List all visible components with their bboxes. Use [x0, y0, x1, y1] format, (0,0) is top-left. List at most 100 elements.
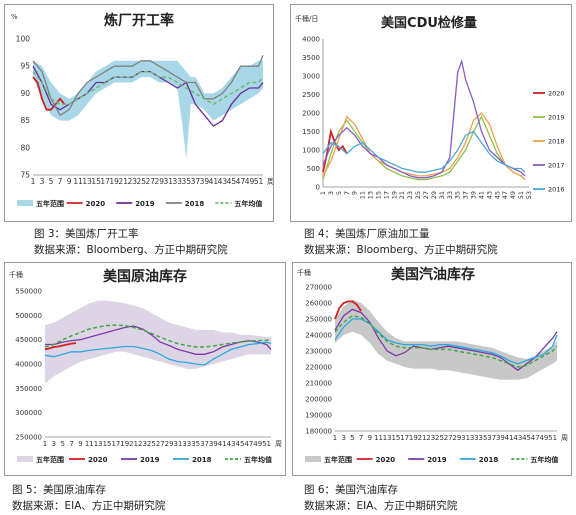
x-tick-label: 3: [40, 177, 45, 186]
series-line-five-year-average: [44, 324, 272, 348]
x-tick-label: 35: [479, 434, 488, 442]
x-tick-label: 1: [333, 434, 337, 442]
x-tick-label: 31: [164, 177, 174, 186]
x-tick-label: 11: [374, 434, 383, 442]
legend-label: 2016: [548, 186, 565, 194]
x-tick-label: 29: [165, 440, 174, 448]
legend-label: 2019: [135, 200, 155, 208]
y-tick-label: 3500: [302, 54, 320, 62]
series-line-2018: [44, 341, 272, 366]
x-tick-label: 43: [227, 440, 236, 448]
x-tick-label: 45: [522, 434, 531, 442]
legend-label: 五年范围: [36, 199, 64, 208]
x-tick-label: 11: [85, 440, 94, 448]
legend-label: 五年均值: [234, 199, 262, 208]
x-tick-label: 33: [173, 177, 183, 186]
y-tick-label: 500: [307, 165, 320, 173]
y-tick-label: 0: [316, 184, 320, 192]
x-tick-label: 31: [461, 434, 470, 442]
legend-swatch: [305, 456, 321, 462]
x-tick-label: 51: [548, 434, 557, 442]
figure-caption: 图 4：美国炼厂原油加工量: [304, 228, 430, 240]
chart-panel-gasoline-inventory: 美国汽油库存 千桶 180000 190000 200000 210000 220000 23…: [292, 262, 572, 476]
x-tick-label: 25: [136, 177, 146, 186]
unit-label: 千桶: [297, 268, 311, 277]
x-tick-label: 15: [103, 440, 112, 448]
y-tick-label: 2000: [302, 110, 320, 118]
y-tick-label: 350000: [15, 385, 42, 393]
x-tick-label: 17: [100, 177, 110, 186]
y-tick-label: 80: [20, 143, 30, 152]
y-tick-label: 450000: [15, 336, 42, 344]
x-tick-label: 35: [182, 177, 192, 186]
y-tick-label: 1000: [302, 147, 320, 155]
x-tick-label: 45: [227, 177, 237, 186]
x-tick-label: 37: [200, 440, 209, 448]
x-tick-label: 15: [91, 177, 101, 186]
legend-label: 2018: [548, 138, 565, 146]
legend-label: 2019: [548, 114, 565, 122]
x-tick-label: 19: [390, 191, 398, 199]
x-tick-label: 13: [94, 440, 103, 448]
y-tick-label: 1500: [302, 128, 320, 136]
x-tick-label: 1: [319, 191, 327, 195]
series-line-2020: [44, 342, 77, 351]
x-tick-label: 39: [470, 191, 478, 199]
chart-panel-refinery-utilization: 炼厂开工率% 75 80 85 90 95 100 1 3 5 7 9 11 13 15 17 19 21 23 25…: [4, 4, 274, 222]
x-tick-label: 25: [147, 440, 156, 448]
y-tick-label: 2500: [302, 91, 320, 99]
x-tick-label: 17: [382, 191, 390, 199]
range-band: [45, 300, 271, 384]
x-tick-label: 9: [78, 440, 82, 448]
x-tick-label: 17: [400, 434, 409, 442]
legend-label: 2020: [86, 200, 106, 208]
x-tick-label: 11: [73, 177, 83, 186]
y-tick-label: 200000: [305, 396, 332, 404]
y-tick-label: 260000: [305, 300, 332, 308]
chart-panel-cdu-maintenance: 美国CDU检修量 千桶/日 0 500 1000 1500 2000 2500 3000 3500…: [290, 4, 572, 222]
figure-source: 数据来源：Bloomberg、方正中期研究院: [34, 244, 228, 256]
x-tick-label: 29: [430, 191, 438, 199]
y-tick-label: 4000: [302, 36, 320, 44]
legend-label: 2018: [192, 456, 212, 464]
x-tick-label: 7: [359, 434, 363, 442]
x-tick-label: 13: [82, 177, 92, 186]
series-line-five-year-average: [334, 315, 558, 368]
x-tick-label: 25: [435, 434, 444, 442]
x-tick-label: 5: [350, 434, 354, 442]
chart-cdu-maintenance: 美国CDU检修量 千桶/日 0 500 1000 1500 2000 2500 3000 3500…: [295, 14, 565, 199]
x-tick-label: 7: [343, 191, 351, 195]
x-axis-label: 周: [561, 434, 568, 442]
legend-swatch: [17, 456, 33, 462]
unit-label: 千桶: [9, 270, 23, 279]
x-tick-label: 35: [454, 191, 462, 199]
y-tick-label: 180000: [305, 428, 332, 436]
y-tick-label: 85: [20, 116, 30, 125]
x-tick-label: 7: [58, 177, 63, 186]
x-tick-label: 23: [406, 191, 414, 199]
x-tick-label: 1: [43, 440, 47, 448]
x-tick-label: 3: [52, 440, 56, 448]
x-tick-label: 9: [368, 434, 372, 442]
x-tick-label: 31: [438, 191, 446, 199]
chart-title: 美国原油库存: [103, 268, 187, 285]
figure-caption: 图 5：美国原油库存: [12, 484, 107, 496]
x-tick-label: 51: [517, 191, 525, 199]
x-tick-label: 25: [414, 191, 422, 199]
x-tick-label: 5: [49, 177, 54, 186]
x-tick-label: 43: [513, 434, 522, 442]
x-tick-label: 5: [335, 191, 343, 195]
series-line-2020: [32, 76, 66, 111]
x-tick-label: 49: [253, 440, 262, 448]
x-tick-label: 23: [127, 177, 137, 186]
x-tick-label: 23: [138, 440, 147, 448]
y-tick-label: 400000: [15, 361, 42, 369]
x-tick-label: 37: [462, 191, 470, 199]
x-tick-label: 17: [111, 440, 120, 448]
y-tick-label: 270000: [305, 284, 332, 292]
x-tick-label: 45: [493, 191, 501, 199]
x-axis-label: 周: [267, 177, 273, 186]
x-tick-label: 41: [505, 434, 514, 442]
x-tick-label: 29: [452, 434, 461, 442]
range-band: [33, 60, 263, 159]
